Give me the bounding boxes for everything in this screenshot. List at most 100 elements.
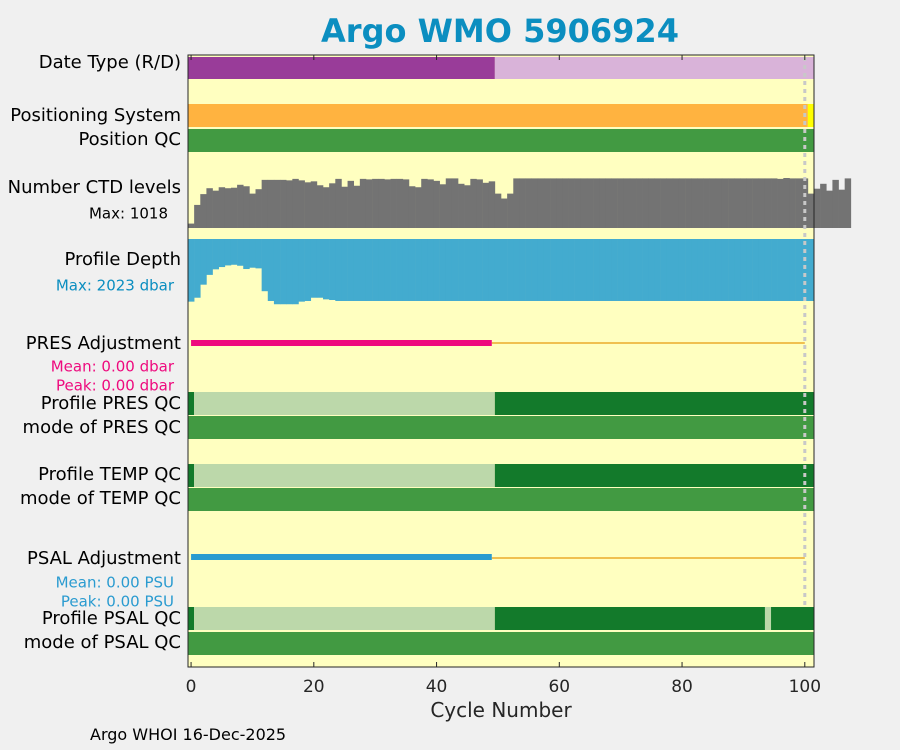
profile-depth-bar [298,239,305,302]
ctd-levels-label: Number CTD levels [8,177,181,198]
ctd-levels-bar [464,185,471,228]
profile-depth-bar [550,239,557,301]
ctd-levels-bar [537,178,545,228]
ctd-levels-bar [310,181,318,228]
ctd-levels-bar [218,187,226,228]
profile-depth-bar [697,239,704,301]
ctd-levels-bar [372,178,379,228]
profile-depth-bar [623,239,631,301]
profile-depth-max-label: Max: 2023 dbar [56,277,175,295]
row-labels-layer: Date Type (R/D) Positioning System Positio… [8,52,181,653]
ctd-levels-bar [660,178,668,228]
ctd-levels-bar [623,178,631,228]
profile-depth-bar [212,239,219,270]
profile-depth-bar [764,239,772,301]
x-tick-label: 40 [426,677,448,697]
profile-depth-bar [230,239,238,265]
ctd-levels-bar [445,178,453,228]
ctd-levels-bar [531,178,539,228]
profile-depth-bar [243,239,250,270]
profile-depth-bar [310,239,318,298]
psal-adjustment-mean-label: Mean: 0.00 PSU [56,574,174,592]
ctd-levels-bar [470,178,477,228]
plot-frame [187,54,815,668]
ctd-levels-bar [691,178,698,228]
profile-depth-bar [537,239,545,301]
profile-depth-bar [476,239,483,301]
ctd-levels-bar [427,179,434,228]
profile-temp-qc-first-bar [188,464,195,487]
ctd-levels-bar [574,178,582,228]
profile-depth-bar [728,239,735,301]
ctd-levels-bar [267,179,275,228]
footer-credit: Argo WHOI 16-Dec-2025 [90,725,287,744]
chart-title: Argo WMO 5906924 [321,12,679,50]
profile-depth-bar [341,239,348,301]
profile-depth-bar [218,239,226,268]
ctd-levels-bar [562,178,569,228]
x-tick-label: 20 [303,677,325,697]
ctd-levels-bar [709,178,717,228]
ctd-levels-bar [844,178,852,228]
x-tick-label: 80 [671,677,693,697]
profile-depth-bar [458,239,465,301]
ctd-levels-bar [501,198,508,228]
profile-depth-bar [605,239,612,301]
profile-depth-bar [734,239,741,301]
profile-temp-qc-label: Profile TEMP QC [38,464,181,485]
profile-depth-bar [574,239,582,301]
position-qc-label: Position QC [78,129,181,150]
ctd-levels-bar [273,179,281,228]
profile-depth-bar [267,239,275,301]
profile-depth-label: Profile Depth [64,249,181,270]
profile-depth-bar [329,239,336,301]
ctd-levels-bar [230,187,238,228]
profile-depth-bar [384,239,391,301]
ctd-levels-bar [636,178,643,228]
mode-psal-qc-bar [188,632,814,655]
ctd-levels-bar [734,178,741,228]
ctd-levels-bar [672,178,680,228]
profile-depth-bar [224,239,232,266]
profile-depth-bar [525,239,532,301]
profile-depth-bar [194,239,201,298]
ctd-levels-bar [826,190,833,228]
plot-area [188,55,814,667]
ctd-levels-bar [556,178,563,228]
ctd-levels-bar [642,178,649,228]
profile-depth-bar [807,239,815,301]
ctd-levels-bar [458,183,465,228]
ctd-levels-bar [359,178,367,228]
profile-depth-bar [292,239,299,305]
profile-depth-bar [249,239,256,268]
profile-depth-bar [445,239,453,301]
date-type-realtime-bar [188,57,495,79]
ctd-levels-bar [304,182,312,228]
profile-depth-bar [642,239,649,301]
profile-depth-bar [715,239,723,301]
profile-depth-bar [617,239,625,301]
ctd-levels-bar [715,178,723,228]
ctd-levels-bar [740,178,747,228]
ctd-levels-bar [678,178,686,228]
profile-depth-bar [482,239,490,301]
profile-depth-bar [599,239,606,301]
profile-depth-bar [580,239,588,301]
ctd-levels-bar [838,189,845,228]
profile-depth-bar [721,239,729,301]
position-qc-bar [188,129,814,152]
ctd-levels-bar [721,178,729,228]
ctd-levels-bar [764,178,772,228]
profile-depth-bar [752,239,760,301]
profile-psal-qc-light-cycle-bar [764,607,772,630]
ctd-levels-bar [476,179,483,228]
psal-adjustment-peak-label: Peak: 0.00 PSU [61,593,174,611]
ctd-levels-bar [752,178,760,228]
ctd-levels-bar [347,180,355,228]
ctd-levels-bar [378,178,385,228]
profile-depth-bar [359,239,367,301]
profile-depth-bar [304,239,312,301]
ctd-levels-bar [758,178,766,228]
profile-depth-bar [556,239,563,301]
ctd-levels-bar [513,178,520,228]
